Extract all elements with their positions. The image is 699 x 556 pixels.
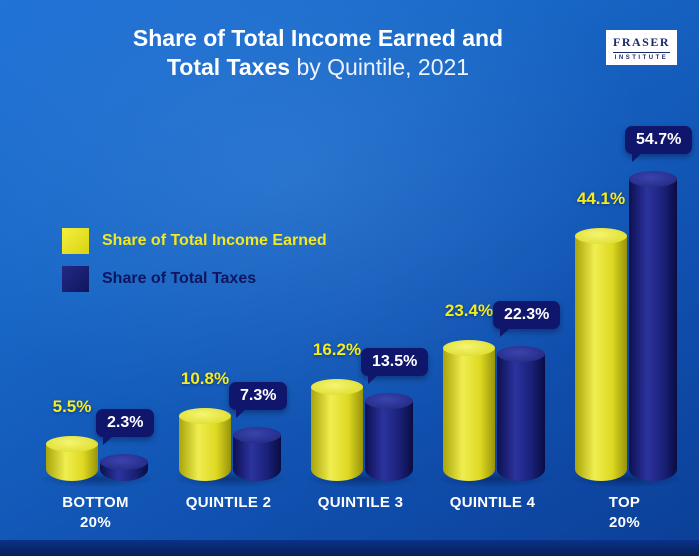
taxes-bar — [365, 393, 413, 481]
income-value-label: 23.4% — [444, 301, 494, 320]
taxes-value-badge: 13.5% — [361, 348, 429, 384]
legend-taxes-label: Share of Total Taxes — [102, 270, 257, 287]
income-bar — [179, 408, 231, 481]
income-bar-body — [443, 348, 495, 481]
income-bar-top — [46, 436, 98, 452]
taxes-bar-top — [100, 454, 148, 470]
income-bar-top — [443, 340, 495, 356]
income-bar-body — [179, 416, 231, 481]
taxes-value-badge: 22.3% — [493, 301, 561, 337]
logo-institute-text: INSTITUTE — [614, 55, 669, 61]
income-bar-body — [575, 236, 627, 481]
taxes-bar-top — [497, 346, 545, 362]
income-swatch-icon — [62, 228, 89, 254]
legend-item-taxes: Share of Total Taxes — [62, 266, 327, 292]
taxes-value-badge: 54.7% — [625, 126, 693, 162]
taxes-value-badge: 2.3% — [96, 409, 155, 445]
bottom-band — [0, 540, 699, 556]
taxes-bar-body — [365, 401, 413, 481]
income-bar — [46, 436, 98, 481]
logo-fraser-text: FRASER — [612, 35, 670, 53]
income-bar — [443, 340, 495, 481]
income-value-label: 5.5% — [52, 397, 92, 416]
category-label: QUINTILE 4 — [449, 494, 536, 511]
category-label: QUINTILE 2 — [185, 494, 272, 511]
title-line2-rest: by Quintile, 2021 — [290, 53, 470, 80]
taxes-value-badge: 7.3% — [229, 382, 288, 418]
income-bar — [575, 228, 627, 481]
category-label: QUINTILE 3 — [317, 494, 404, 511]
bar-group: 23.4% 22.3% QUINTILE 4 — [427, 95, 561, 511]
title-line2-bold: Total Taxes — [166, 53, 291, 80]
bar-group: 44.1% 54.7% TOP 20% — [559, 95, 693, 531]
income-value-label: 10.8% — [180, 369, 230, 388]
bar-group: 5.5% 2.3% BOTTOM 20% — [30, 95, 161, 531]
taxes-bar-top — [629, 171, 677, 187]
taxes-swatch-icon — [62, 266, 89, 292]
income-bar-top — [311, 379, 363, 395]
fraser-institute-logo: FRASER INSTITUTE — [605, 30, 677, 65]
taxes-bar-top — [233, 427, 281, 443]
taxes-bar — [233, 427, 281, 481]
taxes-bar — [497, 346, 545, 481]
taxes-bar — [100, 454, 148, 481]
page-title: Share of Total Income Earned and Total T… — [0, 24, 636, 82]
taxes-bar-body — [629, 179, 677, 481]
income-bar-body — [311, 387, 363, 481]
income-bar-top — [575, 228, 627, 244]
income-bar-top — [179, 408, 231, 424]
income-value-label: 44.1% — [576, 189, 626, 208]
bar-group: 16.2% 13.5% QUINTILE 3 — [295, 95, 429, 511]
income-bar — [311, 379, 363, 481]
category-label: BOTTOM 20% — [62, 494, 129, 531]
income-value-label: 16.2% — [312, 340, 362, 359]
title-line2: Total Taxes by Quintile, 2021 — [0, 53, 636, 82]
taxes-bar-body — [497, 354, 545, 481]
title-line1: Share of Total Income Earned and — [132, 25, 504, 51]
legend-income-label: Share of Total Income Earned — [102, 232, 327, 249]
category-label: TOP 20% — [608, 494, 641, 531]
legend-item-income: Share of Total Income Earned — [62, 228, 327, 254]
taxes-bar — [629, 171, 677, 481]
chart-legend: Share of Total Income Earned Share of To… — [62, 228, 327, 304]
taxes-bar-top — [365, 393, 413, 409]
bar-chart: 5.5% 2.3% BOTTOM 20% 10.8% 7.3% QUINTILE 2 16.2… — [0, 95, 699, 531]
bar-group: 10.8% 7.3% QUINTILE 2 — [163, 95, 294, 511]
